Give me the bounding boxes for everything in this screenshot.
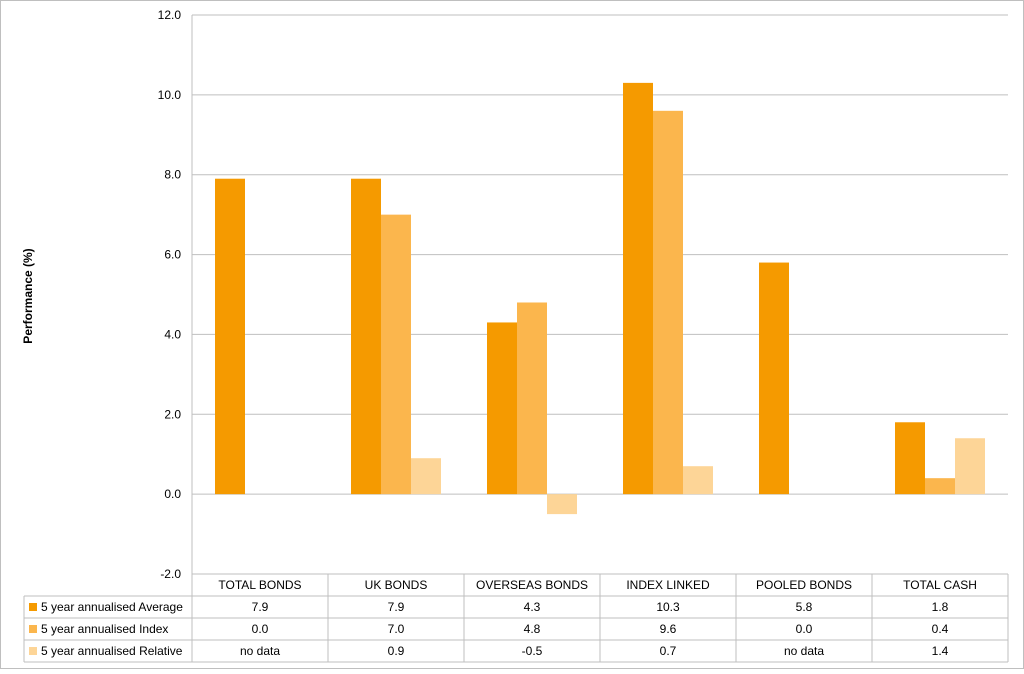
table-cell: 4.3 [524,600,541,614]
table-cell: -0.5 [522,644,543,658]
bar [925,478,955,495]
legend-swatch [29,647,37,655]
table-cell: 7.9 [252,600,269,614]
category-label: TOTAL CASH [903,578,977,592]
table-cell: 0.4 [932,622,949,636]
bar [759,262,789,495]
legend-swatch [29,625,37,633]
y-tick-label: 0.0 [164,487,181,501]
bar [683,466,713,495]
bar [411,458,441,495]
table-cell: 0.0 [796,622,813,636]
legend-label: 5 year annualised Average [41,600,183,614]
y-tick-label: 10.0 [158,88,182,102]
table-cell: 4.8 [524,622,541,636]
bar [623,82,653,495]
y-tick-labels: -2.0 0.0 2.0 4.0 6.0 8.0 10.0 12.0 [158,8,182,581]
bar [955,438,985,495]
legend-swatch [29,603,37,611]
bar [381,214,411,495]
table-cell: no data [240,644,280,658]
category-label: POOLED BONDS [756,578,852,592]
table-cell: 9.6 [660,622,677,636]
table-cell: 1.4 [932,644,949,658]
table-cell: 1.8 [932,600,949,614]
table-cell: no data [784,644,824,658]
category-label: TOTAL BONDS [218,578,301,592]
y-tick-label: -2.0 [160,567,181,581]
y-tick-label: 4.0 [164,327,181,341]
y-tick-label: 8.0 [164,168,181,182]
bar [351,178,381,495]
table-cell: 5.8 [796,600,813,614]
bar [895,422,925,495]
y-axis-label: Performance (%) [21,248,35,343]
bar [653,110,683,495]
category-label: UK BONDS [365,578,428,592]
legend-label: 5 year annualised Index [41,622,168,636]
bar [215,178,245,495]
category-label: OVERSEAS BONDS [476,578,588,592]
bars [215,82,985,515]
y-tick-label: 2.0 [164,407,181,421]
bar [547,494,577,515]
table-cell: 0.0 [252,622,269,636]
legend-label: 5 year annualised Relative [41,644,183,658]
bar [487,322,517,495]
y-tick-label: 12.0 [158,8,182,22]
table-cell: 0.9 [388,644,405,658]
bar [517,302,547,495]
data-table: TOTAL BONDS UK BONDS OVERSEAS BONDS INDEX L… [23,574,1009,663]
table-cell: 10.3 [656,600,680,614]
table-cell: 0.7 [660,644,677,658]
table-cell: 7.9 [388,600,405,614]
table-cell: 7.0 [388,622,405,636]
y-tick-label: 6.0 [164,248,181,262]
category-label: INDEX LINKED [626,578,710,592]
